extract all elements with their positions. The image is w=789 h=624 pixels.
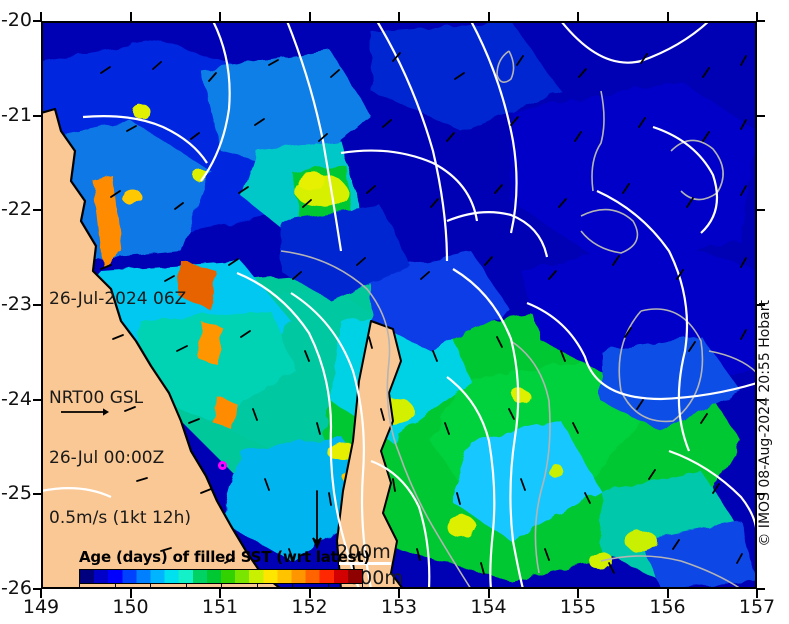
y-tick-mark-right — [757, 398, 765, 401]
x-tick-mark-top — [398, 12, 400, 21]
y-tick-mark-right — [757, 20, 765, 22]
bathymetry-1000m-contour — [280, 50, 757, 589]
y-tick-label: -20 — [0, 9, 32, 31]
colorbar-gradient[interactable] — [79, 569, 363, 584]
y-tick-label: -23 — [0, 293, 32, 315]
x-tick-label: 156 — [649, 596, 686, 618]
x-tick-mark — [666, 589, 669, 598]
x-tick-label: 149 — [22, 596, 60, 618]
surface-current-vectors — [100, 52, 747, 576]
depth-label-200m: 200m — [336, 541, 391, 563]
y-tick-label: -24 — [0, 387, 32, 410]
x-tick-mark-top — [756, 12, 758, 21]
velocity-source-label: NRT00 GSL — [49, 388, 144, 408]
colorbar-tick — [256, 584, 258, 589]
x-tick-mark-top — [40, 12, 42, 21]
y-tick-mark — [33, 398, 41, 401]
velocity-time-label: 26-Jul 00:00Z — [49, 448, 165, 468]
argo-circle-marker-icon — [218, 461, 227, 470]
y-tick-mark — [33, 588, 41, 590]
x-tick-mark — [487, 589, 490, 598]
y-tick-mark-right — [757, 493, 765, 496]
y-tick-mark-right — [757, 588, 765, 590]
x-tick-mark-top — [219, 12, 221, 21]
depth-key-line-200m — [339, 562, 391, 565]
y-tick-mark-right — [757, 114, 765, 117]
x-tick-label: 152 — [291, 596, 328, 618]
x-tick-mark — [577, 589, 579, 598]
bathymetry-200m-contour — [41, 21, 757, 589]
colorbar[interactable]: Age (days) of filled SST (wrt latest) 00… — [79, 548, 370, 589]
x-tick-mark — [129, 589, 132, 598]
x-tick-mark-top — [666, 12, 669, 21]
colorbar-tick — [185, 584, 187, 589]
colorbar-tick — [150, 584, 151, 589]
x-tick-label: 151 — [201, 596, 239, 618]
colorbar-tick — [292, 584, 293, 589]
x-tick-mark-top — [487, 12, 490, 21]
colorbar-tick — [221, 584, 222, 589]
x-tick-mark — [219, 589, 221, 598]
y-tick-label: -21 — [0, 103, 32, 126]
x-tick-mark-top — [577, 12, 579, 21]
x-tick-label: 154 — [470, 596, 507, 618]
y-tick-mark — [33, 209, 41, 212]
y-tick-mark — [33, 20, 41, 22]
colorbar-tick — [362, 584, 363, 589]
x-tick-label: 155 — [559, 596, 597, 618]
velocity-magnitude-label: 0.5m/s (1kt 12h) — [49, 508, 191, 528]
x-tick-mark — [398, 589, 400, 598]
y-tick-mark-right — [757, 209, 765, 212]
x-tick-label: 153 — [380, 596, 418, 618]
x-tick-mark — [308, 589, 311, 598]
velocity-scale-block: NRT00 GSL 26-Jul 00:00Z 0.5m/s (1kt 12h) — [49, 348, 191, 568]
x-tick-label: 157 — [738, 596, 776, 618]
colorbar-tick — [327, 584, 329, 589]
y-tick-label: -26 — [0, 577, 32, 599]
x-tick-mark-top — [308, 12, 311, 21]
colorbar-tick — [114, 584, 116, 589]
x-tick-mark — [40, 589, 42, 598]
x-tick-mark — [756, 589, 758, 598]
colorbar-tick — [79, 584, 80, 589]
y-tick-label: -25 — [0, 482, 32, 505]
x-tick-mark-top — [129, 12, 132, 21]
copyright-credit: © IMOS 08-Aug-2024 20:55 Hobart — [757, 300, 773, 547]
y-tick-mark-right — [757, 304, 765, 306]
sst-age-raster — [41, 21, 757, 589]
sst-age-map[interactable]: 26-Jul-2024 06Z NRT00 GSL 26-Jul 00:00Z … — [41, 21, 757, 589]
land-mass — [41, 107, 404, 589]
right-arrow-scale-icon — [61, 408, 109, 416]
y-tick-label: -22 — [0, 198, 32, 221]
colorbar-ticks — [79, 584, 363, 589]
y-tick-mark — [33, 493, 41, 496]
y-tick-mark — [33, 114, 41, 117]
y-tick-mark — [33, 304, 41, 306]
colorbar-title: Age (days) of filled SST (wrt latest) — [79, 548, 370, 566]
x-tick-label: 150 — [112, 596, 149, 618]
date-stamp: 26-Jul-2024 06Z — [49, 289, 187, 309]
